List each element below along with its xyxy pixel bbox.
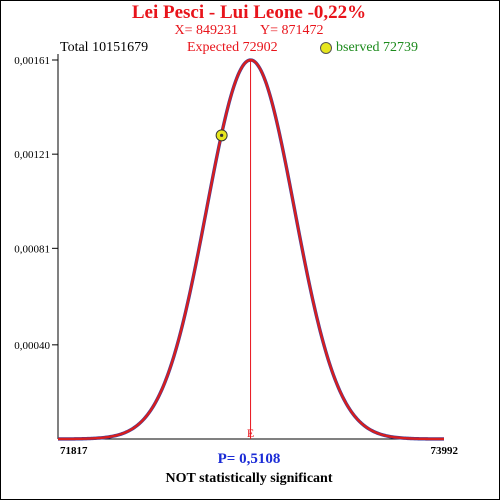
x-tick-label-min: 71817	[60, 445, 88, 457]
expected-label: Expected 72902	[187, 40, 278, 55]
y-value-label: Y= 871472	[260, 23, 324, 38]
expected-line-label: E	[247, 426, 254, 440]
y-tick-label: 0,00121	[14, 149, 50, 161]
chart-marks: E	[215, 60, 254, 440]
x-value-label: X= 849231	[174, 23, 238, 38]
y-tick-label: 0,00081	[14, 243, 50, 255]
p-value-label: P= 0,5108	[217, 451, 281, 467]
observed-label: bserved 72739	[336, 40, 419, 55]
significance-verdict: NOT statistically significant	[165, 471, 333, 486]
xy-values: X= 849231 Y= 871472	[0, 23, 498, 39]
x-tick-label-max: 73992	[431, 445, 459, 457]
observed-legend-dot-icon	[320, 42, 332, 54]
y-tick-label: 0,00161	[14, 55, 50, 67]
chart-title: Lei Pesci - Lui Leone -0,22%	[131, 2, 367, 23]
y-ticks: 0,00040 0,00081 0,00121 0,00161 71817 73992	[14, 55, 458, 457]
y-tick-label: 0,00040	[14, 340, 50, 352]
total-label: Total 10151679	[60, 40, 149, 55]
observed-point-center	[220, 133, 224, 137]
